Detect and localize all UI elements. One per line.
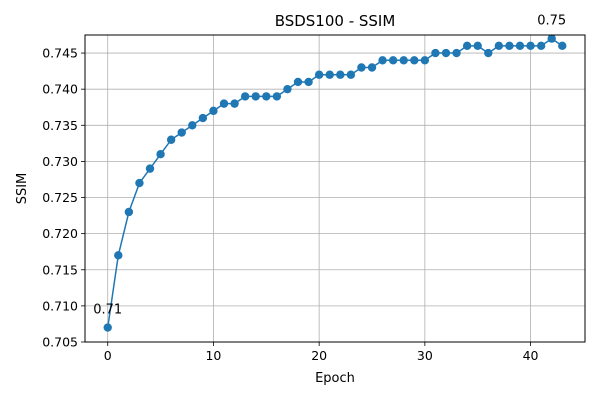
data-point <box>484 48 493 58</box>
y-tick-label: 0.745 <box>42 46 78 61</box>
data-annotation: 0.71 <box>93 303 122 318</box>
data-point <box>431 48 440 58</box>
data-point <box>325 70 334 79</box>
data-point <box>251 92 260 101</box>
y-tick-label: 0.715 <box>42 262 78 277</box>
y-tick-label: 0.740 <box>42 82 78 97</box>
data-point <box>515 41 525 51</box>
data-point <box>536 41 546 51</box>
y-axis-label: SSIM <box>15 173 30 205</box>
series-ssim <box>103 34 567 332</box>
data-point <box>145 164 155 173</box>
x-tick-label: 40 <box>523 348 539 363</box>
data-point <box>166 135 176 144</box>
data-point <box>135 178 144 188</box>
data-point <box>378 56 387 65</box>
data-point <box>526 41 535 51</box>
x-axis-label: Epoch <box>315 371 355 386</box>
data-point <box>346 70 356 79</box>
data-point <box>262 92 271 101</box>
annotations: 0.71 0.75 <box>93 14 566 318</box>
series-line <box>106 37 563 328</box>
data-point <box>240 92 250 101</box>
data-point <box>219 99 229 108</box>
data-point <box>272 92 282 101</box>
x-axis: 0 10 20 30 40 <box>104 342 539 363</box>
data-annotation: 0.75 <box>537 14 566 29</box>
data-point <box>198 113 208 123</box>
data-point <box>452 48 461 58</box>
data-point <box>558 41 567 51</box>
data-point <box>473 41 482 51</box>
data-point <box>336 70 345 79</box>
data-point <box>367 63 377 72</box>
data-point <box>441 48 451 58</box>
data-point <box>177 128 186 137</box>
data-point <box>209 106 218 116</box>
x-tick-label: 20 <box>311 348 327 363</box>
y-tick-label: 0.705 <box>42 335 78 350</box>
data-point <box>399 56 408 65</box>
data-point <box>410 56 419 65</box>
data-point <box>505 41 514 51</box>
y-tick-label: 0.720 <box>42 226 78 241</box>
data-point <box>103 323 112 332</box>
x-tick-label: 0 <box>104 348 112 363</box>
x-tick-label: 10 <box>205 348 221 363</box>
y-tick-label: 0.710 <box>42 298 78 313</box>
data-point <box>357 63 366 72</box>
data-point <box>188 121 197 130</box>
data-point <box>230 99 239 108</box>
data-point <box>388 56 398 65</box>
data-point <box>156 149 165 159</box>
data-point <box>114 251 123 260</box>
data-point <box>283 84 292 94</box>
data-point <box>304 77 313 87</box>
data-point <box>293 77 303 87</box>
data-point <box>314 70 324 79</box>
plot-frame <box>84 34 586 343</box>
chart-title: BSDS100 - SSIM <box>275 12 396 30</box>
grid <box>85 35 585 343</box>
data-point <box>420 56 430 65</box>
y-tick-label: 0.730 <box>42 154 78 169</box>
y-tick-label: 0.725 <box>42 190 78 205</box>
data-point <box>494 41 504 51</box>
data-point <box>124 207 134 217</box>
x-tick-label: 30 <box>417 348 433 363</box>
data-point <box>462 41 472 51</box>
y-axis: 0.705 0.710 0.715 0.720 0.725 0.730 0.735 0.740… <box>42 46 85 350</box>
y-tick-label: 0.735 <box>42 118 78 133</box>
data-point <box>547 34 556 43</box>
